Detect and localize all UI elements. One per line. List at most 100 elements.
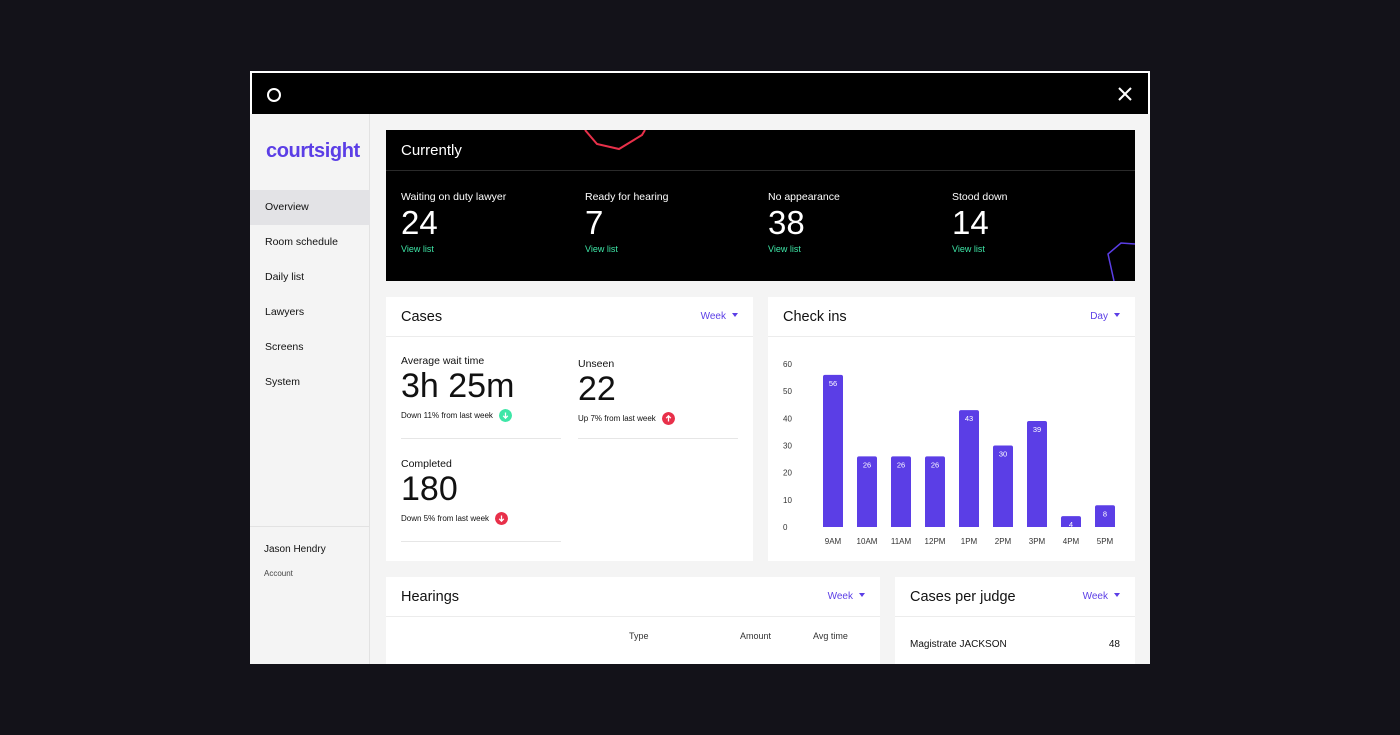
delta-text: Down 5% from last week — [401, 514, 490, 523]
dropdown-value: Day — [1090, 311, 1108, 322]
stat-value: 38 — [768, 204, 805, 241]
x-tick-label: 2PM — [995, 537, 1012, 546]
decorative-shapes — [584, 130, 1135, 281]
hearings-card: Hearings Week Type Amount Avg time — [386, 577, 880, 664]
card-header: Hearings Week — [386, 577, 880, 617]
cases-period-dropdown[interactable]: Week — [701, 311, 738, 322]
hearings-period-dropdown[interactable]: Week — [828, 591, 865, 602]
cases-card: Cases Week Average wait time 3h 25m Down… — [386, 297, 753, 561]
metric-label: Unseen — [578, 358, 615, 370]
x-tick-label: 3PM — [1029, 537, 1046, 546]
metric-value: 180 — [401, 470, 458, 508]
dropdown-value: Week — [1082, 591, 1108, 602]
y-tick-label: 60 — [783, 360, 792, 369]
caret-down-icon — [1114, 593, 1120, 597]
bar-value-label: 56 — [829, 379, 837, 388]
checkins-bar-chart: 0 10 20 30 40 50 60 56 9AM 26 10AM 26 11AM 26 12PM 43 1P… — [783, 360, 1115, 546]
bar — [823, 374, 843, 527]
caret-down-icon — [732, 313, 738, 317]
y-tick-label: 20 — [783, 469, 792, 478]
column-header-avg-time: Avg time — [813, 631, 848, 641]
stat-label: Waiting on duty lawyer — [401, 191, 507, 203]
divider — [386, 170, 1135, 171]
metric-label: Completed — [401, 458, 452, 470]
view-list-link[interactable]: View list — [952, 244, 985, 254]
trend-down-icon — [498, 409, 512, 422]
view-list-link[interactable]: View list — [401, 244, 434, 254]
dropdown-value: Week — [700, 311, 726, 322]
stat-label: Stood down — [952, 191, 1008, 203]
card-header: Cases per judge Week — [895, 577, 1135, 617]
x-tick-label: 12PM — [925, 537, 946, 546]
view-list-link[interactable]: View list — [585, 244, 618, 254]
sidebar-item-overview[interactable]: Overview — [250, 190, 370, 225]
delta-text: Up 7% from last week — [578, 414, 656, 423]
metric-delta: Down 11% from last week — [401, 409, 514, 422]
bar-value-label: 43 — [965, 414, 973, 423]
metric-completed: Completed 180 Down 5% from last week — [401, 458, 509, 525]
sidebar-item-room-schedule[interactable]: Room schedule — [265, 236, 338, 248]
sidebar-item-screens[interactable]: Screens — [265, 341, 304, 353]
trend-down-icon — [495, 512, 509, 525]
hearings-title: Hearings — [401, 589, 460, 605]
currently-panel: Currently Waiting on duty lawyer 24 View… — [386, 130, 1135, 281]
column-header-type: Type — [629, 631, 649, 641]
x-tick-label: 1PM — [961, 537, 978, 546]
x-tick-label: 5PM — [1097, 537, 1114, 546]
judge-case-count: 48 — [1108, 639, 1120, 650]
bar-value-label: 39 — [1033, 425, 1041, 434]
checkins-title: Check ins — [783, 309, 847, 325]
judges-period-dropdown[interactable]: Week — [1083, 591, 1120, 602]
caret-down-icon — [1114, 313, 1120, 317]
view-list-link[interactable]: View list — [768, 244, 801, 254]
delta-text: Down 11% from last week — [401, 411, 493, 420]
bar — [1095, 505, 1115, 527]
y-tick-label: 30 — [783, 442, 792, 451]
app-window: courtsight Overview Room schedule Daily … — [250, 71, 1150, 664]
sidebar-item-daily-list[interactable]: Daily list — [265, 271, 305, 283]
divider — [401, 541, 561, 542]
stat-ready-for-hearing: Ready for hearing 7 View list — [585, 191, 755, 254]
currently-title: Currently — [401, 142, 462, 159]
stat-value: 24 — [401, 204, 438, 241]
trend-up-icon — [661, 412, 675, 425]
sidebar-item-lawyers[interactable]: Lawyers — [265, 306, 305, 318]
metric-value: 3h 25m — [401, 367, 515, 405]
user-name: Jason Hendry — [264, 544, 326, 555]
caret-down-icon — [859, 593, 865, 597]
bar-value-label: 8 — [1103, 509, 1107, 518]
close-icon[interactable] — [1114, 83, 1136, 105]
bar — [925, 456, 945, 527]
brand-logo[interactable]: courtsight — [266, 140, 360, 162]
judges-title: Cases per judge — [910, 589, 1016, 605]
metric-average-wait-time: Average wait time 3h 25m Down 11% from l… — [401, 355, 514, 422]
account-link[interactable]: Account — [264, 569, 293, 578]
stat-stood-down: Stood down 14 View list — [952, 191, 1122, 254]
stat-label: Ready for hearing — [585, 191, 669, 203]
bar-value-label: 26 — [931, 460, 939, 469]
stat-waiting-on-duty-lawyer: Waiting on duty lawyer 24 View list — [401, 191, 571, 254]
cases-title: Cases — [401, 309, 443, 325]
bar-value-label: 26 — [897, 460, 905, 469]
x-tick-label: 9AM — [825, 537, 842, 546]
cases-per-judge-card: Cases per judge Week Magistrate JACKSON … — [895, 577, 1135, 664]
bar — [1061, 516, 1081, 527]
bar-value-label: 30 — [999, 450, 1007, 459]
y-tick-label: 50 — [783, 387, 792, 396]
stat-label: No appearance — [768, 191, 840, 203]
x-tick-label: 10AM — [857, 537, 878, 546]
sidebar-item-system[interactable]: System — [265, 376, 301, 388]
bar-value-label: 4 — [1069, 520, 1073, 529]
metric-delta: Up 7% from last week — [578, 412, 675, 425]
checkins-card: Check ins Day 0 10 20 30 40 50 60 56 9AM 26 10AM 26… — [768, 297, 1135, 561]
bar — [857, 456, 877, 527]
bar — [993, 445, 1013, 527]
sidebar-divider — [250, 526, 370, 527]
metric-unseen: Unseen 22 Up 7% from last week — [578, 358, 675, 425]
checkins-period-dropdown[interactable]: Day — [1090, 311, 1120, 322]
y-tick-label: 10 — [783, 496, 792, 505]
divider — [578, 438, 738, 439]
stat-no-appearance: No appearance 38 View list — [768, 191, 938, 254]
circle-icon[interactable] — [267, 88, 281, 102]
divider — [401, 438, 561, 439]
